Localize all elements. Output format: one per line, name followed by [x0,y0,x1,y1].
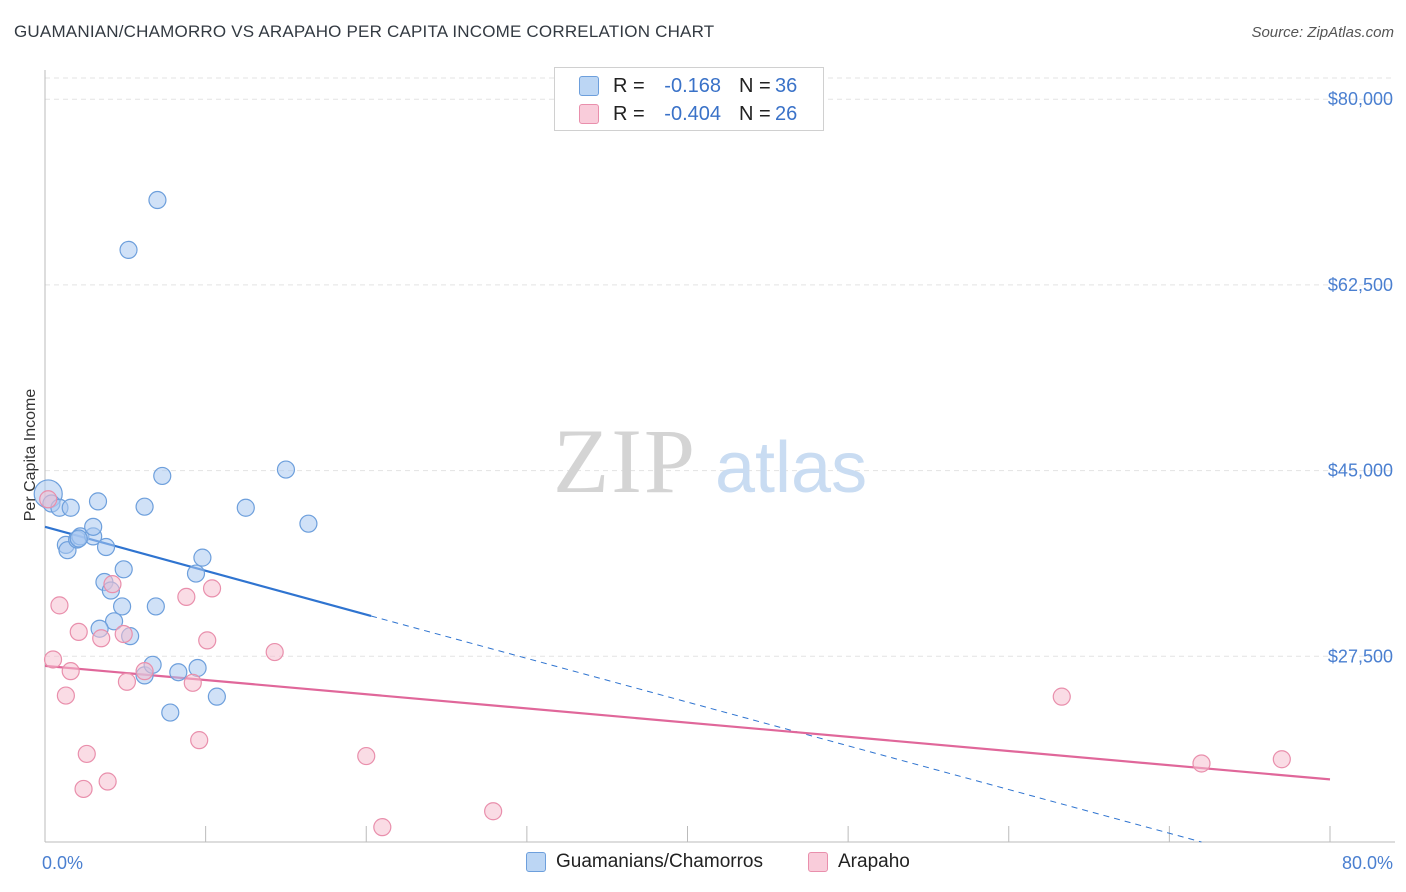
point-arapaho [77,744,96,764]
axes [44,70,1395,843]
point-arapaho [50,596,69,615]
x-tick-label: 0.0% [42,853,83,873]
point-arapaho [61,662,80,681]
point-arapaho [74,779,93,799]
point-guamanian [169,663,188,682]
point-arapaho [39,490,58,509]
point-guamanian [96,537,116,557]
point-guamanian [69,529,88,548]
point-arapaho [56,686,75,705]
point-arapaho [177,587,196,606]
trendline-guamanian-extension [370,615,1202,843]
point-arapaho [43,650,63,669]
x-tick-label: 80.0% [1342,853,1393,873]
point-arapaho [103,575,122,594]
point-guamanian [114,560,133,579]
point-guamanian [276,460,296,479]
watermark-atlas: atlas [715,428,867,508]
y-tick-label: $62,500 [1328,275,1393,295]
grid-lines [45,77,1395,657]
legend-r-value: -0.168 [664,74,721,97]
legend-r-value: -0.404 [664,102,721,125]
y-tick-label: $45,000 [1328,461,1393,481]
point-guamanian [193,548,212,567]
watermark: ZIP atlas [553,410,867,512]
bottom-legend-guamanian[interactable]: Guamanians/Chamorros [526,851,763,873]
bottom-legend-swatch-blue [526,852,546,872]
legend-n-label: N = [739,74,771,97]
legend-swatch-blue [579,76,599,96]
point-arapaho [202,579,222,598]
point-arapaho [198,631,217,650]
point-arapaho [484,802,503,821]
point-guamanian [186,564,206,583]
bottom-legend: Guamanians/Chamorros Arapaho [0,851,1406,877]
point-arapaho [183,673,202,692]
point-arapaho [114,624,133,644]
trendline-arapaho [44,664,1331,781]
point-arapaho [1192,754,1211,773]
point-guamanian [299,514,318,533]
data-points [33,190,1291,837]
point-arapaho [1052,687,1071,706]
legend-r-label: R = [613,102,645,125]
point-guamanian [153,466,172,486]
point-guamanian [161,703,180,722]
point-guamanian [112,597,132,616]
point-arapaho [98,772,117,791]
bottom-legend-arapaho[interactable]: Arapaho [808,851,910,873]
point-arapaho [265,642,284,662]
point-guamanian [135,497,154,516]
bottom-legend-label: Guamanians/Chamorros [556,851,763,872]
x-tick-labels: 0.0% 80.0% [42,853,1393,873]
point-arapaho [92,629,111,648]
point-guamanian [104,612,124,631]
point-guamanian [88,492,108,511]
trendlines [44,525,1331,843]
bottom-legend-swatch-pink [808,852,828,872]
y-tick-label: $27,500 [1328,646,1393,666]
point-arapaho [357,746,376,766]
legend-n-value: 36 [775,74,798,97]
point-guamanian [84,517,103,536]
point-guamanian [119,240,138,259]
chart-title: GUAMANIAN/CHAMORRO VS ARAPAHO PER CAPITA… [14,22,715,41]
legend-box: R = -0.168 N = 36 R = -0.404 N = 26 [554,67,824,131]
point-guamanian [148,190,167,210]
source-label: Source: ZipAtlas.com [1251,24,1394,41]
point-guamanian [61,498,80,517]
point-guamanian [236,498,255,517]
watermark-zip: ZIP [553,410,697,512]
legend-r-label: R = [613,74,645,97]
bottom-legend-label: Arapaho [838,851,910,872]
legend-row-arapaho: R = -0.404 N = 26 [579,100,797,128]
point-arapaho [373,818,392,837]
point-guamanian [207,687,226,706]
point-arapaho [69,622,88,642]
y-axis-label: Per Capita Income [22,389,39,522]
legend-row-guamanian: R = -0.168 N = 36 [579,72,797,100]
legend-n-label: N = [739,102,771,125]
point-arapaho [117,672,137,691]
legend-swatch-pink [579,104,599,124]
point-arapaho [135,662,154,681]
y-tick-label: $80,000 [1328,89,1393,109]
legend-n-value: 26 [775,102,798,125]
point-arapaho [190,731,209,750]
point-guamanian [146,597,165,616]
point-arapaho [1272,750,1291,769]
y-tick-labels: $27,500 $45,000 $62,500 $80,000 [1328,89,1393,666]
